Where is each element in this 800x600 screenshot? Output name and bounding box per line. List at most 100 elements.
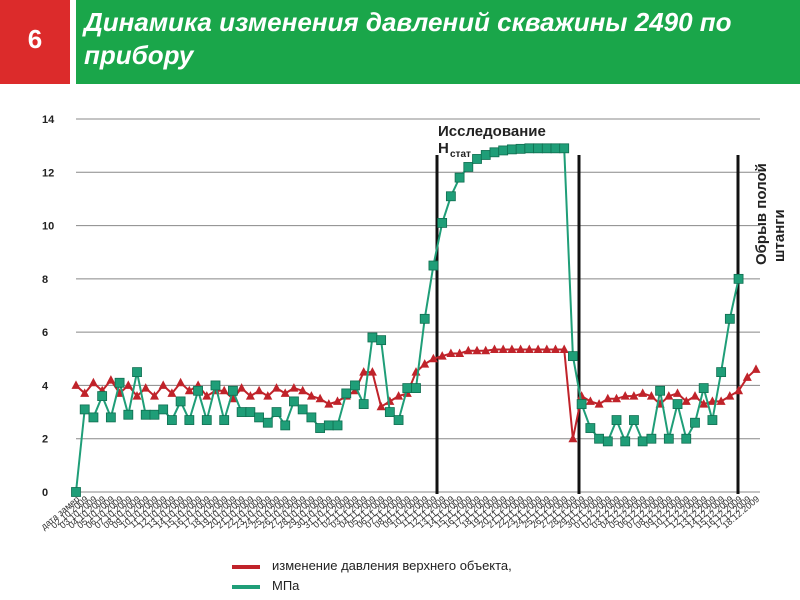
legend-label-green: МПа [272,578,300,593]
data-point-green [724,313,735,324]
data-point-green [228,385,238,396]
data-point-red [132,391,142,400]
data-point-red [385,396,395,405]
data-point-green [585,423,596,433]
pressure-chart: 0 2 4 6 8 10 12 14 дата замер02.10.200903.10.20… [39,114,788,532]
data-point-red [751,364,761,373]
data-point-red [298,385,308,395]
data-point-green [707,415,718,425]
data-point-red [88,377,98,387]
y-tick-label: 4 [42,380,49,392]
data-point-red [324,399,334,408]
data-point-red [420,359,430,368]
y-tick-label: 0 [42,487,48,499]
data-point-red [428,353,438,363]
data-point-red [629,391,639,400]
data-point-green [350,380,360,391]
data-point-green [681,433,692,444]
data-point-red [742,372,752,381]
data-point-red [699,399,709,408]
data-point-red [638,388,648,397]
data-point-green [663,433,674,444]
data-point-green [166,415,177,425]
data-point-red [237,383,247,392]
data-point-green [602,436,613,447]
legend-swatch-red [232,565,260,569]
data-point-red [585,396,595,405]
data-point-green [515,143,526,154]
annotation-rod-break-1: Обрыв полой [753,163,770,265]
annotation-rod-break-2: штанги [771,209,788,262]
data-point-red [533,344,543,353]
data-point-red [158,380,168,389]
data-point-red [219,385,229,395]
data-point-red [123,380,133,389]
slide-number: 6 [27,24,43,54]
data-point-red [516,344,526,353]
data-point-red [568,433,578,443]
data-point-red [333,396,342,405]
data-point-green [402,383,413,393]
data-point-green [620,436,631,447]
data-point-red [437,351,447,360]
data-point-red [289,383,299,392]
data-point-green [236,407,247,417]
data-point-red [315,393,325,403]
y-tick-label: 2 [42,434,48,446]
data-point-red [141,383,151,392]
data-point-red [725,391,735,400]
data-point-red [507,344,517,353]
data-point-green [210,380,221,391]
data-point-green [358,399,369,409]
data-point-green [690,417,700,428]
data-point-red [646,391,656,400]
data-point-green [262,417,273,428]
data-point-red [80,388,90,397]
data-point-green [559,143,570,154]
data-point-green [568,351,578,362]
data-point-red [577,391,587,400]
data-point-green [175,396,186,407]
x-axis-ticks: дата замер02.10.200903.10.200904.10.2009… [39,494,761,532]
data-point-green [698,383,709,393]
data-point-green [489,147,500,158]
data-point-green [480,150,491,160]
data-point-green [445,191,456,202]
data-point-green [254,412,264,423]
legend-swatch-green [232,585,260,589]
data-point-red [690,391,700,400]
data-point-red [359,367,369,376]
data-point-green [646,433,657,444]
data-point-green [132,367,142,378]
y-tick-label: 12 [42,167,54,179]
chart-grid [76,118,760,493]
data-point-green [655,385,666,396]
data-point-red [716,396,726,405]
data-point-green [271,407,282,417]
data-point-green [411,383,421,393]
data-point-green [384,407,395,417]
data-point-red [455,348,465,357]
y-tick-label: 14 [42,114,55,126]
data-point-red [542,344,552,353]
data-point-green [71,487,81,497]
data-point-green [332,420,343,431]
data-point-red [167,388,177,397]
data-point-red [263,391,273,400]
data-point-green [280,420,291,431]
data-point-green [201,415,212,425]
data-point-green [524,143,535,154]
title-banner: Динамика изменения давлений скважины 249… [76,0,800,84]
data-point-red [394,391,404,400]
data-point-red [481,345,491,355]
data-point-red [106,375,116,384]
data-point-red [603,393,613,403]
data-point-green [105,412,116,423]
data-point-green [550,143,561,154]
data-point-red [463,345,473,355]
data-point-green [297,404,308,415]
event-markers [435,155,740,494]
data-point-green [79,404,90,415]
data-point-green [393,415,404,425]
data-point-green [97,391,108,401]
